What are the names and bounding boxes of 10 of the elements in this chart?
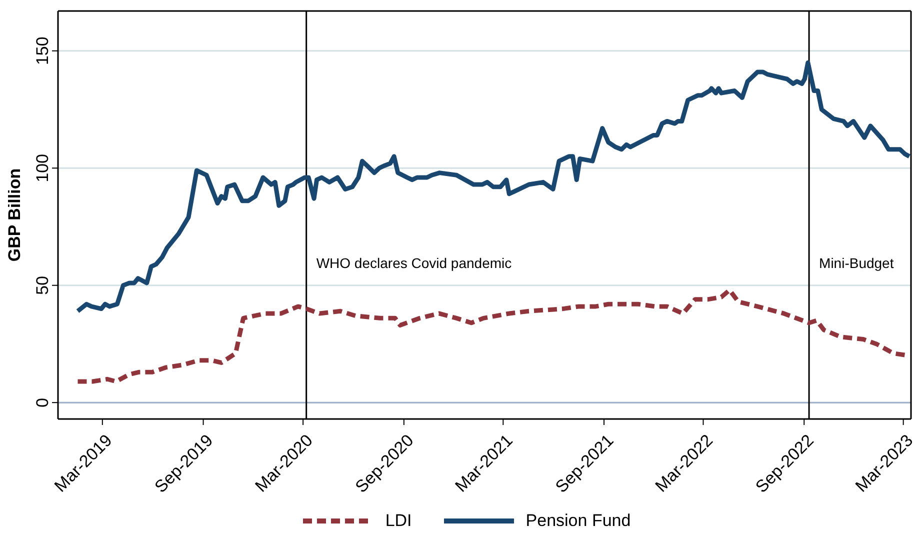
- ref-line-label: WHO declares Covid pandemic: [316, 255, 512, 272]
- y-axis-title: GBP Billion: [5, 168, 24, 262]
- line-series: [75, 60, 911, 314]
- y-tick-label: 100: [33, 154, 52, 182]
- y-tick-label: 50: [33, 276, 52, 295]
- y-tick-label: 0: [33, 398, 52, 408]
- ref-line-label: Mini-Budget: [819, 255, 894, 272]
- legend-label: Pension Fund: [526, 511, 631, 531]
- legend-label: LDI: [385, 511, 412, 531]
- y-tick-label: 150: [33, 36, 52, 66]
